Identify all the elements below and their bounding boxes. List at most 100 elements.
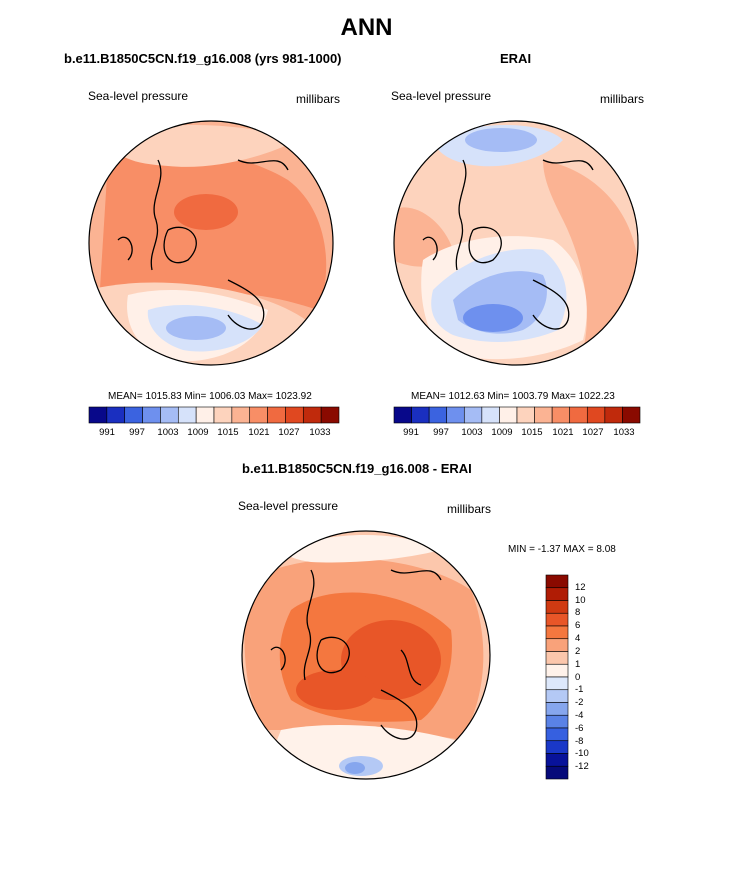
colorbar-swatch <box>545 663 569 678</box>
colorbar-swatch <box>516 406 535 424</box>
colorbar-swatch <box>586 406 606 424</box>
colorbar-tick-label: 6 <box>575 620 581 631</box>
colorbar-tick-label: 1003 <box>157 427 179 438</box>
panel-3-field-light-north <box>281 535 441 563</box>
panel-3-field-label: Sea-level pressure <box>238 499 339 513</box>
colorbar-tick-label: 1027 <box>278 427 300 438</box>
colorbar-tick-label: -8 <box>575 736 584 747</box>
colorbar-swatch <box>545 714 569 729</box>
colorbar-swatch <box>534 406 553 424</box>
panel-3-map <box>241 530 491 780</box>
colorbar-tick-label: 0 <box>575 672 581 683</box>
colorbar-tick-label: -4 <box>575 710 584 721</box>
panel-1-map <box>88 120 334 366</box>
colorbar-swatch <box>463 406 483 424</box>
panel-2-field-high-east <box>543 160 638 350</box>
panel-3-units: millibars <box>447 502 492 516</box>
colorbar-swatch <box>604 406 623 424</box>
colorbar-swatch <box>428 406 448 424</box>
colorbar-tick-label: 1003 <box>461 427 483 438</box>
colorbar-swatch <box>177 406 197 424</box>
colorbar-swatch <box>481 406 500 424</box>
colorbar-swatch <box>545 702 569 716</box>
colorbar-tick-label: 12 <box>575 582 586 593</box>
colorbar-swatch <box>545 574 569 589</box>
colorbar-tick-label: 1033 <box>309 427 331 438</box>
colorbar-tick-label: 8 <box>575 607 581 618</box>
panel-1-field-neutral-top <box>108 125 298 167</box>
panel-3-field-max-west <box>296 670 376 710</box>
colorbar-tick-label: 997 <box>129 427 145 438</box>
colorbar-swatch <box>545 651 569 665</box>
colorbar-swatch <box>249 406 268 424</box>
colorbar-swatch <box>231 406 251 424</box>
colorbar-tick-label: -2 <box>575 697 584 708</box>
panel-3-title: b.e11.B1850C5CN.f19_g16.008 - ERAI <box>242 461 472 476</box>
colorbar-swatch <box>320 406 340 424</box>
colorbar-tick-label: -1 <box>575 684 584 695</box>
panel-3-field-min <box>345 762 365 774</box>
colorbar-tick-label: 1021 <box>248 427 270 438</box>
colorbar-swatch <box>160 406 179 424</box>
colorbar-swatch <box>302 406 322 424</box>
panel-2-field-min <box>463 304 523 332</box>
panel-1-field-high <box>98 149 327 320</box>
panel-3-colorbar <box>545 574 569 780</box>
colorbar-swatch <box>545 625 569 640</box>
colorbar-tick-label: 991 <box>99 427 115 438</box>
colorbar-tick-label: 1027 <box>582 427 604 438</box>
colorbar-swatch <box>545 638 569 652</box>
colorbar-tick-label: 1 <box>575 659 581 670</box>
colorbar-tick-label: 991 <box>403 427 419 438</box>
colorbar-swatch <box>545 600 569 614</box>
colorbar-swatch <box>545 765 569 780</box>
panel-3-coastline <box>270 569 442 740</box>
colorbar-swatch <box>545 612 569 627</box>
colorbar-swatch <box>124 406 143 424</box>
page-title: ANN <box>340 14 393 41</box>
colorbar-tick-label: 1015 <box>217 427 239 438</box>
colorbar-tick-label: 1015 <box>521 427 543 438</box>
colorbar-tick-label: 997 <box>433 427 449 438</box>
colorbar-tick-label: 2 <box>575 646 581 657</box>
panel-3-stats: MIN = -1.37 MAX = 8.08 <box>508 544 616 555</box>
colorbar-tick-label: 1033 <box>613 427 635 438</box>
colorbar-tick-label: -12 <box>575 761 589 772</box>
colorbar-swatch <box>545 689 569 703</box>
colorbar-swatch <box>499 406 518 424</box>
panel-2-field-label: Sea-level pressure <box>391 89 492 103</box>
colorbar-swatch <box>446 406 465 424</box>
colorbar-swatch <box>545 753 569 767</box>
panel-2-colorbar <box>393 406 641 424</box>
colorbar-swatch <box>285 406 304 424</box>
panel-1-coastline <box>117 159 289 330</box>
colorbar-swatch <box>195 406 215 424</box>
colorbar-tick-label: -10 <box>575 748 589 759</box>
colorbar-swatch <box>267 406 286 424</box>
panel-1-units: millibars <box>296 92 341 106</box>
panel-2-units: millibars <box>600 92 645 106</box>
panel-2-field-low-north-core <box>465 128 537 152</box>
colorbar-tick-label: 10 <box>575 595 586 606</box>
colorbar-swatch <box>411 406 430 424</box>
panel-1-field-label: Sea-level pressure <box>88 89 189 103</box>
panel-2-map <box>393 120 639 366</box>
colorbar-swatch <box>106 406 126 424</box>
panel-1-title: b.e11.B1850C5CN.f19_g16.008 (yrs 981-100… <box>64 51 342 66</box>
colorbar-swatch <box>551 406 571 424</box>
panel-2-stats: MEAN= 1012.63 Min= 1003.79 Max= 1022.23 <box>411 391 615 402</box>
colorbar-swatch <box>142 406 161 424</box>
colorbar-tick-label: 1009 <box>491 427 513 438</box>
colorbar-swatch <box>545 676 569 691</box>
colorbar-swatch <box>569 406 588 424</box>
colorbar-tick-label: 1009 <box>187 427 209 438</box>
panel-3-field-light-south <box>261 725 471 779</box>
colorbar-swatch <box>622 406 641 424</box>
panel-1-colorbar <box>88 406 340 424</box>
colorbar-swatch <box>88 406 108 424</box>
colorbar-tick-label: 1021 <box>552 427 574 438</box>
colorbar-tick-label: 4 <box>575 633 581 644</box>
panel-2-coastline <box>422 159 594 330</box>
panel-1-field-min <box>166 316 226 340</box>
panel-1-field-max <box>174 194 238 230</box>
